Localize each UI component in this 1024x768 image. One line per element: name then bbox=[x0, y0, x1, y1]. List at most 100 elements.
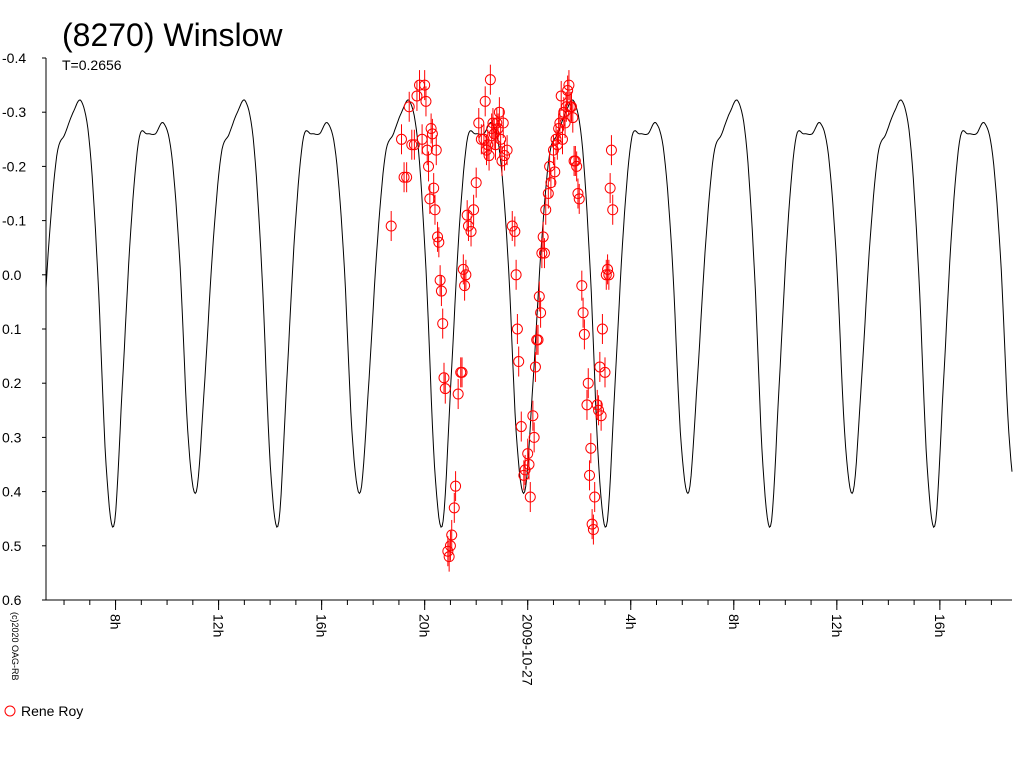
data-point bbox=[488, 128, 500, 140]
data-point bbox=[549, 166, 561, 178]
data-point bbox=[599, 366, 611, 378]
y-tick-label: 0.2 bbox=[2, 375, 22, 391]
data-point bbox=[385, 220, 397, 232]
data-point bbox=[607, 204, 619, 216]
x-tick-label: 12h bbox=[829, 614, 845, 637]
data-point bbox=[461, 209, 473, 221]
data-point bbox=[480, 144, 492, 156]
data-point bbox=[511, 323, 523, 335]
data-point bbox=[482, 139, 494, 151]
data-point bbox=[533, 290, 545, 302]
axes bbox=[45, 58, 1012, 601]
data-point bbox=[559, 117, 571, 129]
data-point bbox=[501, 144, 513, 156]
data-point bbox=[605, 144, 617, 156]
data-point bbox=[602, 263, 614, 275]
data-point bbox=[522, 448, 534, 460]
data-point bbox=[493, 106, 505, 118]
data-point bbox=[437, 318, 449, 330]
data-point bbox=[473, 117, 485, 129]
data-point bbox=[433, 236, 445, 248]
data-point bbox=[403, 101, 415, 113]
data-point bbox=[540, 204, 552, 216]
data-point bbox=[523, 459, 535, 470]
y-tick-label: 0.3 bbox=[2, 429, 22, 445]
data-point bbox=[567, 112, 579, 124]
data-point bbox=[457, 263, 469, 275]
data-point bbox=[566, 101, 578, 113]
data-point bbox=[545, 177, 557, 189]
data-point bbox=[468, 204, 480, 216]
y-tick-label: -0.3 bbox=[2, 104, 26, 120]
data-point bbox=[497, 117, 509, 129]
x-tick-label: 8h bbox=[108, 614, 124, 630]
y-tick-label: -0.1 bbox=[2, 213, 26, 229]
data-point bbox=[593, 404, 605, 416]
data-point bbox=[465, 225, 477, 237]
data-point bbox=[596, 323, 608, 335]
y-tick-label: -0.4 bbox=[2, 50, 26, 66]
y-tick-labels: -0.4 -0.3 -0.2 -0.1 0.0 0.1 0.2 0.3 0.4 0.5 0.6 bbox=[2, 50, 46, 608]
data-point bbox=[438, 372, 450, 384]
data-point bbox=[395, 133, 407, 145]
x-tick-label: 8h bbox=[726, 614, 742, 630]
data-point bbox=[495, 133, 507, 145]
data-point bbox=[484, 74, 496, 86]
data-point bbox=[460, 269, 472, 281]
data-point bbox=[456, 366, 468, 378]
data-point bbox=[411, 90, 423, 102]
data-point bbox=[435, 285, 447, 297]
data-point bbox=[499, 150, 511, 162]
data-point bbox=[426, 128, 438, 140]
data-point bbox=[558, 106, 570, 118]
data-point bbox=[576, 280, 588, 292]
data-point bbox=[569, 155, 581, 167]
data-point bbox=[444, 540, 456, 552]
data-point bbox=[483, 150, 495, 162]
data-point bbox=[535, 307, 547, 319]
data-points bbox=[385, 64, 619, 572]
data-point bbox=[553, 122, 565, 134]
data-point bbox=[443, 551, 455, 563]
data-point bbox=[591, 399, 603, 411]
x-tick-label: 16h bbox=[932, 614, 948, 637]
data-point bbox=[571, 160, 583, 172]
model-curve bbox=[45, 99, 1013, 529]
x-tick-label: 16h bbox=[314, 614, 330, 637]
data-point bbox=[582, 377, 594, 389]
data-point bbox=[528, 431, 540, 443]
data-point bbox=[572, 188, 584, 199]
data-point bbox=[491, 117, 503, 129]
data-point bbox=[532, 334, 544, 346]
data-point bbox=[419, 79, 431, 91]
data-point bbox=[430, 144, 442, 156]
data-point bbox=[446, 529, 458, 541]
data-point bbox=[600, 269, 612, 281]
data-point bbox=[562, 85, 574, 97]
data-point bbox=[550, 133, 562, 145]
data-point bbox=[542, 188, 554, 199]
chart-subtitle: T=0.2656 bbox=[62, 57, 122, 73]
x-tick-label: 4h bbox=[623, 614, 639, 630]
data-point bbox=[425, 122, 437, 134]
x-tick-label: 2009-10-27 bbox=[520, 614, 536, 686]
data-point bbox=[587, 524, 599, 536]
data-point bbox=[406, 139, 418, 151]
data-point bbox=[448, 502, 460, 514]
y-tick-label: 0.1 bbox=[2, 321, 22, 337]
data-point bbox=[434, 274, 446, 286]
data-point bbox=[547, 144, 559, 156]
data-point bbox=[509, 225, 521, 237]
data-point bbox=[398, 171, 410, 183]
legend-marker-icon bbox=[4, 705, 16, 717]
data-point bbox=[595, 410, 607, 422]
data-point bbox=[527, 410, 539, 422]
data-point bbox=[450, 480, 462, 492]
data-point bbox=[401, 171, 413, 183]
data-point bbox=[536, 247, 548, 259]
data-point bbox=[423, 160, 435, 172]
copyright-label: (c)2020 OAG-RB bbox=[10, 612, 20, 681]
y-tick-label: 0.5 bbox=[2, 538, 22, 554]
data-point bbox=[432, 231, 444, 243]
model-curve-line bbox=[45, 99, 1013, 529]
